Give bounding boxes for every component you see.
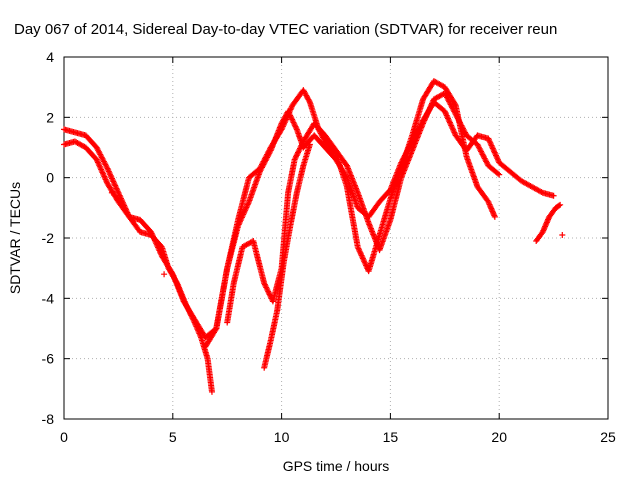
chart-title: Day 067 of 2014, Sidereal Day-to-day VTE…: [14, 21, 557, 38]
data-point: [291, 120, 298, 127]
y-tick-label: -2: [42, 230, 55, 246]
data-point: [261, 280, 268, 287]
data-point: [550, 192, 557, 199]
y-tick-label: -4: [42, 290, 55, 306]
data-point: [290, 119, 297, 126]
data-point: [296, 146, 303, 153]
data-point: [263, 285, 270, 292]
data-point: [264, 287, 271, 294]
data-point: [294, 150, 301, 157]
data-point: [108, 189, 115, 196]
data-point: [559, 231, 566, 238]
data-point: [208, 388, 215, 395]
data-point: [491, 213, 498, 220]
data-point: [293, 125, 300, 132]
data-point: [289, 118, 296, 125]
data-point: [265, 289, 272, 296]
data-point: [291, 122, 298, 129]
data-point: [263, 284, 270, 291]
y-axis-label: SDTVAR / TECUs: [7, 182, 23, 294]
data-point: [161, 271, 168, 278]
data-point: [212, 326, 219, 333]
series-track-D: [224, 90, 503, 326]
data-point: [266, 291, 273, 298]
data-point: [291, 156, 298, 163]
data-point: [292, 155, 299, 162]
series-track-A: [61, 126, 215, 395]
y-tick-label: 2: [46, 109, 54, 125]
grid: [64, 57, 608, 419]
series-track-C: [202, 78, 498, 350]
data-point: [262, 283, 269, 290]
data-point: [169, 269, 176, 276]
data-point: [293, 152, 300, 159]
x-tick-label: 20: [491, 429, 507, 445]
y-tick-label: 0: [46, 170, 54, 186]
x-axis-label: GPS time / hours: [283, 458, 390, 474]
data-point: [295, 149, 302, 156]
data-point: [292, 123, 299, 130]
data-point: [292, 153, 299, 160]
x-tick-label: 5: [169, 429, 177, 445]
data-point: [306, 141, 313, 148]
data-point: [298, 142, 305, 149]
data-point: [306, 97, 313, 104]
data-point: [496, 171, 503, 178]
y-tick-label: -8: [42, 411, 55, 427]
axis-ticks: 0 5 10 15 20 25 -8 -6 -4 -2 0 2 4: [42, 49, 616, 445]
data-point: [295, 148, 302, 155]
data-point: [494, 170, 501, 177]
data-point: [261, 281, 268, 288]
x-tick-label: 25: [600, 429, 616, 445]
x-tick-label: 10: [274, 429, 290, 445]
x-tick-label: 15: [383, 429, 399, 445]
data-layer: [61, 78, 566, 395]
y-tick-label: -6: [42, 351, 55, 367]
data-point: [557, 201, 564, 208]
data-point: [299, 141, 306, 148]
series-track-F: [533, 201, 564, 245]
data-point: [297, 145, 304, 152]
x-tick-label: 0: [60, 429, 68, 445]
data-point: [538, 188, 545, 195]
data-point: [289, 116, 296, 123]
data-point: [265, 288, 272, 295]
data-point: [297, 144, 304, 151]
data-point: [556, 202, 563, 209]
series-track-E: [261, 141, 313, 371]
y-tick-label: 4: [46, 49, 54, 65]
series-isolated-points: [108, 189, 566, 278]
